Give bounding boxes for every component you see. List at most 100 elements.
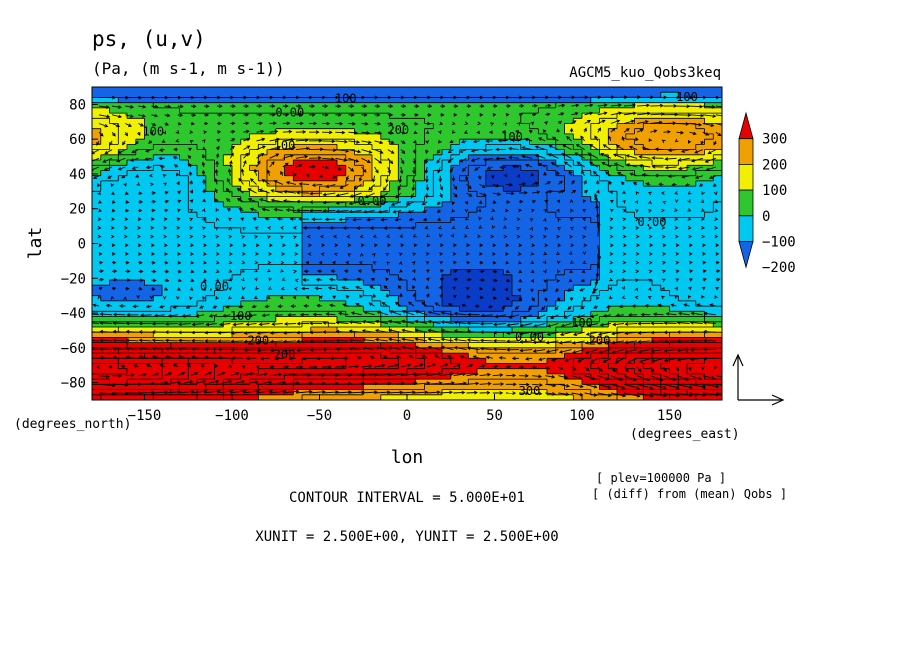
wind-vector (322, 121, 331, 126)
field-cell (275, 243, 286, 250)
wind-vector (694, 149, 703, 154)
field-cell (372, 196, 382, 203)
field-cell (555, 165, 566, 172)
field-cell (319, 165, 329, 172)
field-cell (302, 326, 312, 333)
field-cell (704, 295, 714, 302)
field-cell (109, 353, 119, 359)
field-cell (573, 113, 583, 119)
wind-vector (635, 137, 639, 142)
field-cell (109, 264, 119, 271)
field-cell (100, 201, 111, 208)
field-cell (197, 97, 207, 104)
field-cell (188, 358, 198, 365)
field-cell (284, 321, 294, 328)
field-cell (170, 269, 181, 276)
field-cell (354, 274, 364, 281)
field-cell (223, 165, 233, 172)
field-cell (643, 113, 653, 119)
field-cell (197, 290, 207, 297)
wind-vector (680, 149, 690, 153)
field-cell (599, 394, 609, 400)
field-cell (512, 118, 522, 125)
field-cell (363, 394, 373, 400)
field-cell (608, 243, 618, 250)
field-cell (415, 384, 426, 391)
field-cell (678, 306, 688, 312)
field-cell (92, 186, 102, 192)
wind-vector (650, 129, 658, 133)
field-cell (590, 222, 601, 229)
field-cell (232, 160, 242, 166)
field-cell (249, 274, 259, 281)
field-cell (678, 191, 688, 198)
wind-vector (400, 149, 406, 154)
field-cell (258, 316, 268, 323)
field-cell (704, 196, 714, 203)
field-cell (652, 118, 662, 125)
field-cell (363, 264, 373, 271)
field-cell (634, 295, 644, 302)
field-cell (555, 337, 566, 344)
field-cell (337, 342, 347, 349)
field-cell (275, 154, 286, 161)
field-cell (310, 113, 321, 119)
wind-vector (116, 157, 126, 163)
wind-vector (542, 129, 547, 133)
run-name-label: AGCM5_kuo_Qobs3keq (569, 65, 721, 81)
field-cell (669, 337, 679, 344)
field-cell (363, 222, 373, 229)
field-cell (494, 300, 504, 307)
field-cell (625, 326, 636, 333)
field-cell (687, 165, 697, 172)
wind-vector (449, 139, 454, 144)
field-cell (258, 191, 268, 198)
field-cell (687, 306, 697, 312)
field-cell (660, 243, 671, 250)
field-cell (529, 300, 539, 307)
field-cell (223, 274, 233, 281)
field-cell (503, 373, 513, 380)
field-cell (214, 264, 224, 271)
field-cell (617, 144, 627, 151)
field-cell (573, 133, 583, 140)
field-cell (468, 269, 478, 276)
field-cell (547, 311, 557, 318)
field-cell (302, 394, 312, 400)
field-cell (669, 274, 679, 281)
field-cell (398, 306, 408, 312)
field-cell (232, 285, 242, 292)
field-cell (354, 87, 364, 93)
field-cell (407, 186, 417, 192)
field-cell (197, 238, 207, 245)
field-cell (118, 394, 128, 400)
field-cell (459, 358, 469, 365)
field-cell (170, 123, 181, 130)
field-cell (538, 243, 548, 250)
field-cell (573, 243, 583, 250)
field-cell (459, 238, 469, 245)
field-cell (197, 222, 207, 229)
field-cell (302, 389, 312, 396)
wind-vector (569, 199, 574, 203)
field-cell (337, 300, 347, 307)
field-cell (398, 243, 408, 250)
field-cell (529, 394, 539, 400)
field-cell (267, 332, 277, 338)
field-cell (617, 326, 627, 333)
field-cell (695, 212, 706, 219)
field-cell (258, 222, 268, 229)
field-cell (625, 233, 636, 239)
field-cell (617, 295, 627, 302)
field-cell (713, 316, 722, 323)
field-cell (538, 259, 548, 265)
wind-vector (663, 121, 677, 125)
field-cell (687, 280, 697, 286)
field-cell (345, 269, 356, 276)
field-cell (275, 217, 286, 224)
field-cell (398, 269, 408, 276)
field-cell (660, 160, 671, 166)
wind-vector (332, 175, 337, 180)
wind-vector (438, 175, 443, 183)
